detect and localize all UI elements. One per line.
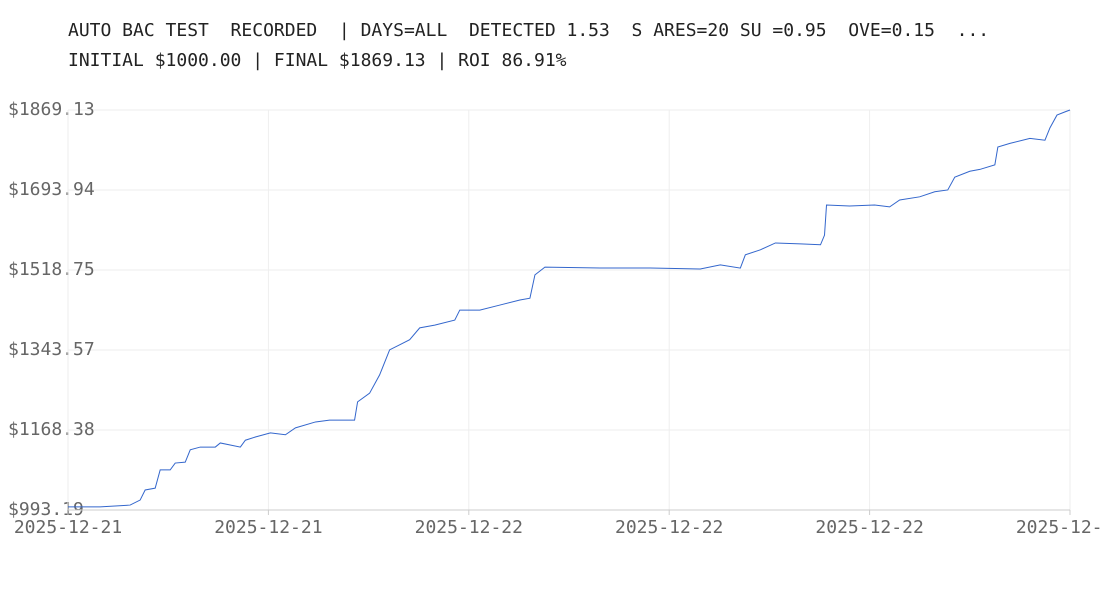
- y-tick-label: $1518.75: [8, 259, 95, 280]
- x-tick-label: 2025-12-22: [815, 517, 923, 538]
- y-tick-label: $1343.57: [8, 339, 95, 360]
- x-tick-label: 2025-12-21: [14, 517, 122, 538]
- chart-subtitle: INITIAL $1000.00 | FINAL $1869.13 | ROI …: [68, 50, 567, 71]
- line: [68, 109, 1071, 508]
- x-tick-label: 2025-12-21: [214, 517, 322, 538]
- y-tick-label: $1168.38: [8, 419, 95, 440]
- y-tick-label: $1693.94: [8, 179, 95, 200]
- y-tick-label: $993.19: [8, 499, 84, 520]
- y-tick-label: $1869.13: [8, 99, 95, 120]
- x-tick-label: 2025-12-22: [415, 517, 523, 538]
- x-tick-label: 2025-12-22: [1016, 517, 1100, 538]
- chart-title: AUTO BAC TEST RECORDED | DAYS=ALL DETECT…: [68, 20, 989, 41]
- x-tick-label: 2025-12-22: [615, 517, 723, 538]
